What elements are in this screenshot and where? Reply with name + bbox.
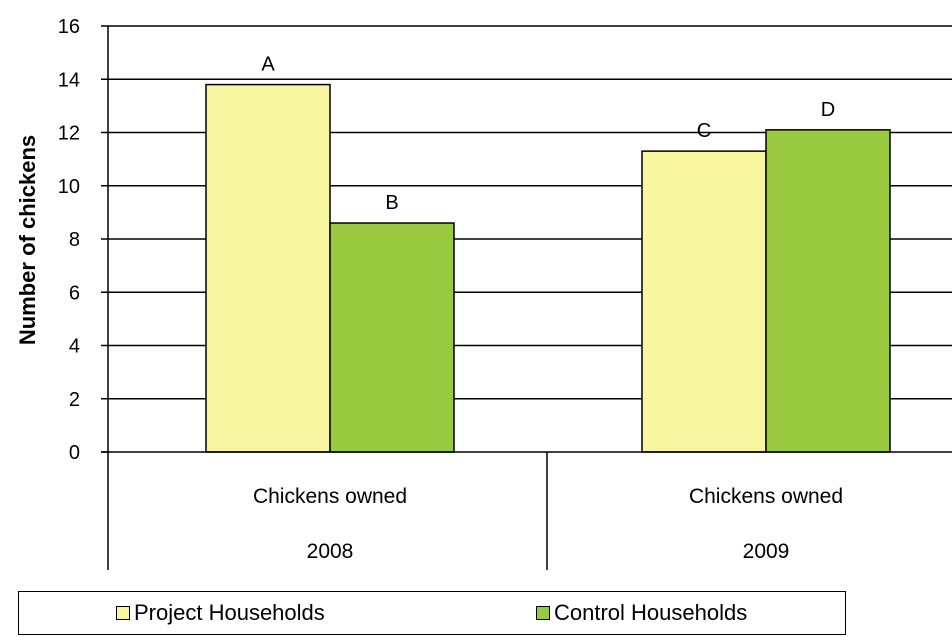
y-tick-label: 8	[69, 229, 80, 251]
bar-data-label: A	[261, 54, 275, 76]
bar	[765, 129, 891, 453]
y-tick-label: 14	[58, 69, 80, 91]
y-axis-label: Number of chickens	[15, 135, 40, 345]
bar	[641, 150, 767, 453]
x-category-label: Chickens owned	[253, 485, 407, 508]
x-category-label: Chickens owned	[689, 485, 843, 508]
x-group-label: 2008	[307, 540, 354, 563]
y-tick-label: 10	[58, 176, 80, 198]
bar	[205, 83, 331, 453]
legend-swatch-project	[116, 606, 130, 620]
y-tick-label: 4	[69, 336, 80, 358]
y-tick-label: 16	[58, 16, 80, 38]
bar-data-label: B	[385, 192, 398, 214]
y-tick-label: 12	[58, 123, 80, 145]
axes	[101, 26, 952, 570]
y-tick-label: 2	[69, 389, 80, 411]
bar-labels: A C B D	[261, 54, 835, 214]
y-tick-label: 0	[69, 442, 80, 464]
bar	[329, 222, 455, 453]
bars	[205, 83, 891, 453]
legend: Project Households Control Households	[18, 591, 846, 635]
legend-swatch-control	[536, 606, 550, 620]
legend-label-project: Project Households	[134, 600, 325, 625]
bar-data-label: D	[821, 99, 835, 121]
legend-item-project: Project Households	[116, 600, 325, 626]
bar-data-label: C	[697, 120, 711, 142]
y-tick-labels: 0 2 4 6 8 10 12 14 16	[58, 16, 80, 464]
legend-item-control: Control Households	[536, 600, 747, 626]
y-tick-label: 6	[69, 282, 80, 304]
x-group-label: 2009	[743, 540, 790, 563]
x-category-labels: Chickens owned 2008 Chickens owned 2009	[253, 485, 843, 563]
legend-label-control: Control Households	[554, 600, 748, 625]
